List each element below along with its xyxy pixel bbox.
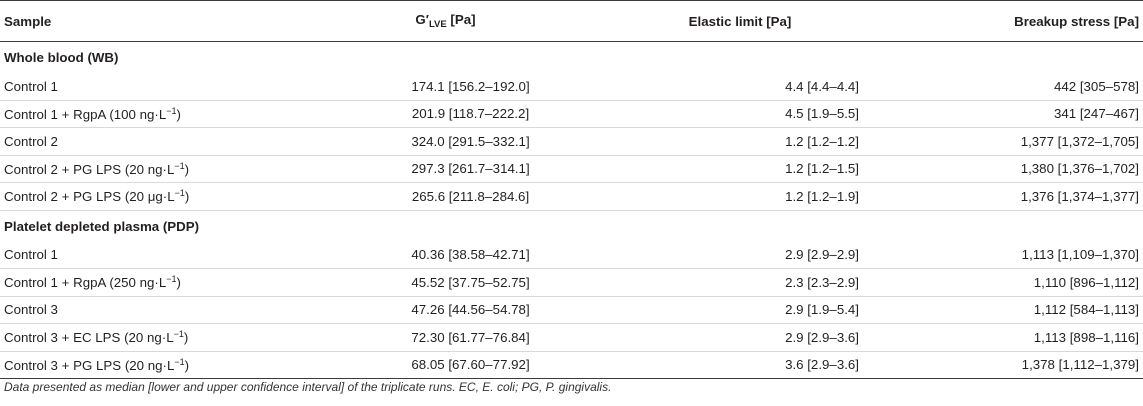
sample-label: Control 1 [4,78,58,94]
table-row: Control 2 324.0 [291.5–332.1] 1.2 [1.2–1.2… [0,127,1143,156]
table-row: Control 1 + RgpA (100 ng·L−1) 201.9 [118.… [0,100,1143,128]
sample-label: Control 3 + PG LPS (20 ng·L [4,357,175,373]
g-lve-cell: 265.6 [211.8–284.6] [282,182,609,211]
sample-cell: Control 2 + PG LPS (20 ng·L−1) [0,155,282,183]
header-elastic-limit: Elastic limit [Pa] [609,0,871,42]
section-title: Whole blood (WB) [4,50,119,65]
elastic-limit-cell: 1.2 [1.2–1.2] [609,127,871,156]
sample-label: Control 3 + EC LPS (20 ng·L [4,330,174,346]
sample-cell: Control 1 + RgpA (250 ng·L−1) [0,268,282,297]
elastic-limit-cell: 4.4 [4.4–4.4] [609,73,871,101]
table-row: Control 3 47.26 [44.56–54.78] 2.9 [1.9–5.4… [0,296,1143,324]
header-sample: Sample [0,0,282,42]
sample-cell: Control 1 [0,73,282,101]
table-footnote: Data presented as median [lower and uppe… [4,380,612,394]
header-g-sub: LVE [428,19,447,30]
sample-cell: Control 3 + EC LPS (20 ng·L−1) [0,323,282,352]
g-lve-cell: 45.52 [37.75–52.75] [282,268,609,297]
elastic-limit-cell: 2.3 [2.3–2.9] [609,268,871,297]
header-g-main: G′ [415,12,429,27]
elastic-limit-cell: 1.2 [1.2–1.9] [609,182,871,211]
sample-label-tail: ) [184,161,190,177]
sample-cell: Control 2 [0,127,282,156]
elastic-limit-cell: 2.9 [2.9–3.6] [609,323,871,352]
breakup-stress-cell: 341 [247–467] [871,100,1143,128]
sample-label: Control 2 + PG LPS (20 ng·L [4,161,175,177]
sample-cell: Control 3 [0,296,282,324]
sample-label-tail: ) [183,330,189,346]
sample-cell: Control 2 + PG LPS (20 μg·L−1) [0,182,282,211]
g-lve-cell: 174.1 [156.2–192.0] [282,73,609,101]
elastic-limit-cell: 2.9 [2.9–2.9] [609,241,871,269]
unit-exponent: −1 [174,160,185,171]
breakup-stress-cell: 1,113 [1,109–1,370] [871,241,1143,269]
rheology-table: Sample G′LVE [Pa] Elastic limit [Pa] Bre… [0,0,1143,379]
sample-label-tail: ) [176,106,181,122]
header-g-lve: G′LVE [Pa] [282,0,609,42]
table-row: Control 1 + RgpA (250 ng·L−1) 45.52 [37.7… [0,268,1143,297]
section-title: Platelet depleted plasma (PDP) [4,218,200,234]
sample-label-tail: ) [176,275,181,291]
g-lve-cell: 40.36 [38.58–42.71] [282,241,609,269]
sample-cell: Control 1 + RgpA (100 ng·L−1) [0,100,282,128]
table-row: Control 1 174.1 [156.2–192.0] 4.4 [4.4–4.4… [0,73,1143,101]
breakup-stress-cell: 1,112 [584–1,113] [871,296,1143,324]
sample-label-tail: ) [184,357,190,373]
table-body: Whole blood (WB) Control 1 174.1 [156.2–19… [0,42,1143,379]
table-row: Control 2 + PG LPS (20 ng·L−1) 297.3 [261… [0,155,1143,183]
g-lve-cell: 324.0 [291.5–332.1] [282,127,609,156]
unit-exponent: −1 [166,274,177,285]
unit-exponent: −1 [166,105,177,116]
g-lve-cell: 68.05 [67.60–77.92] [282,351,609,379]
table-row: Control 1 40.36 [38.58–42.71] 2.9 [2.9–2.9… [0,241,1143,269]
elastic-limit-cell: 1.2 [1.2–1.5] [609,155,871,183]
sample-cell: Control 3 + PG LPS (20 ng·L−1) [0,351,282,379]
elastic-limit-cell: 3.6 [2.9–3.6] [609,351,871,379]
table-row: Control 3 + EC LPS (20 ng·L−1) 72.30 [61.… [0,323,1143,352]
header-breakup-stress: Breakup stress [Pa] [871,0,1143,42]
sample-label: Control 1 [4,247,58,263]
section-row: Whole blood (WB) [0,42,1143,74]
g-lve-cell: 47.26 [44.56–54.78] [282,296,609,324]
sample-label: Control 2 + PG LPS (20 μg·L [4,189,175,205]
g-lve-cell: 297.3 [261.7–314.1] [282,155,609,183]
g-lve-cell: 72.30 [61.77–76.84] [282,323,609,352]
sample-label-tail: ) [184,189,190,205]
sample-label: Control 1 + RgpA (250 ng·L [4,275,167,291]
sample-label: Control 1 + RgpA (100 ng·L [4,106,167,122]
unit-exponent: −1 [174,356,185,367]
header-g-unit: [Pa] [446,12,476,27]
sample-label: Control 2 [4,133,58,149]
breakup-stress-cell: 1,110 [896–1,112] [871,268,1143,297]
sample-label: Control 3 [4,302,58,318]
breakup-stress-cell: 1,378 [1,112–1,379] [871,351,1143,379]
header-row: Sample G′LVE [Pa] Elastic limit [Pa] Bre… [0,0,1143,42]
breakup-stress-cell: 1,113 [898–1,116] [871,323,1143,352]
g-lve-cell: 201.9 [118.7–222.2] [282,100,609,128]
elastic-limit-cell: 4.5 [1.9–5.5] [609,100,871,128]
breakup-stress-cell: 442 [305–578] [871,73,1143,101]
elastic-limit-cell: 2.9 [1.9–5.4] [609,296,871,324]
breakup-stress-cell: 1,377 [1,372–1,705] [871,127,1143,156]
table-row: Control 2 + PG LPS (20 μg·L−1) 265.6 [211… [0,182,1143,211]
section-row: Platelet depleted plasma (PDP) [0,210,1143,242]
breakup-stress-cell: 1,376 [1,374–1,377] [871,182,1143,211]
breakup-stress-cell: 1,380 [1,376–1,702] [871,155,1143,183]
sample-cell: Control 1 [0,241,282,269]
unit-exponent: −1 [173,329,184,340]
unit-exponent: −1 [174,188,185,199]
table-row: Control 3 + PG LPS (20 ng·L−1) 68.05 [67.… [0,351,1143,379]
